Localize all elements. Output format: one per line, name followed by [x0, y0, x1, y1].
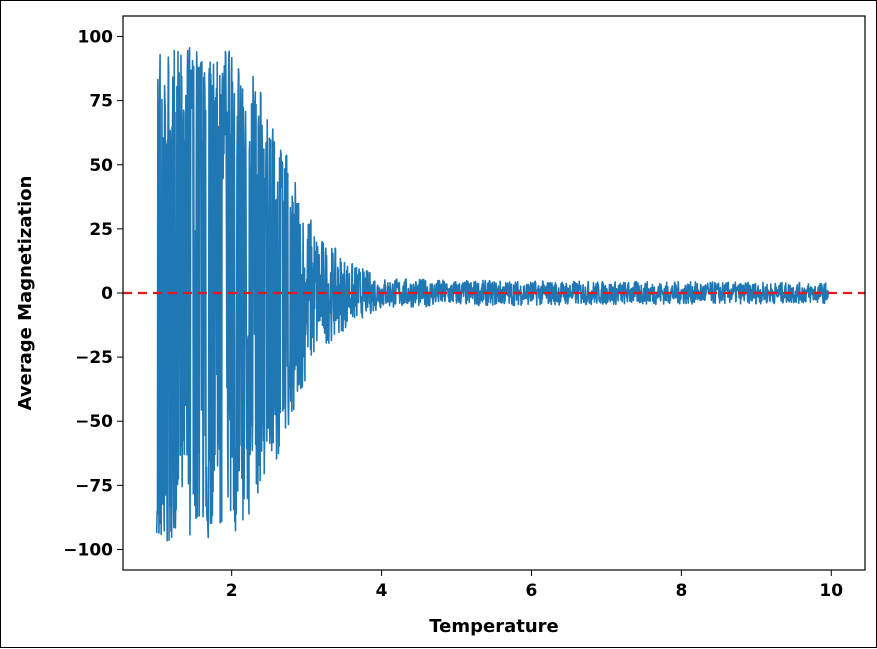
- y-tick-label: −100: [63, 540, 113, 560]
- magnetization-series-line: [155, 46, 830, 542]
- y-tick-label: 0: [101, 284, 113, 304]
- series-layer: [155, 46, 830, 542]
- x-tick-label: 4: [376, 581, 388, 601]
- y-tick-label: 75: [89, 92, 113, 112]
- x-tick-label: 6: [526, 581, 538, 601]
- y-tick-label: 100: [78, 28, 114, 48]
- y-tick-label: −75: [75, 476, 113, 496]
- y-tick-label: 25: [89, 220, 113, 240]
- x-tick-label: 2: [226, 581, 238, 601]
- x-axis: 2 4 6 8 10: [226, 570, 843, 601]
- y-tick-label: −50: [75, 412, 113, 432]
- x-tick-label: 8: [675, 581, 687, 601]
- y-tick-label: 50: [89, 156, 113, 176]
- y-axis: 100 75 50 25 0 −25 −50 −75 −100: [63, 28, 123, 560]
- x-axis-label: Temperature: [429, 616, 558, 637]
- y-tick-label: −25: [75, 348, 113, 368]
- x-tick-label: 10: [819, 581, 843, 601]
- y-axis-label: Average Magnetization: [15, 176, 36, 411]
